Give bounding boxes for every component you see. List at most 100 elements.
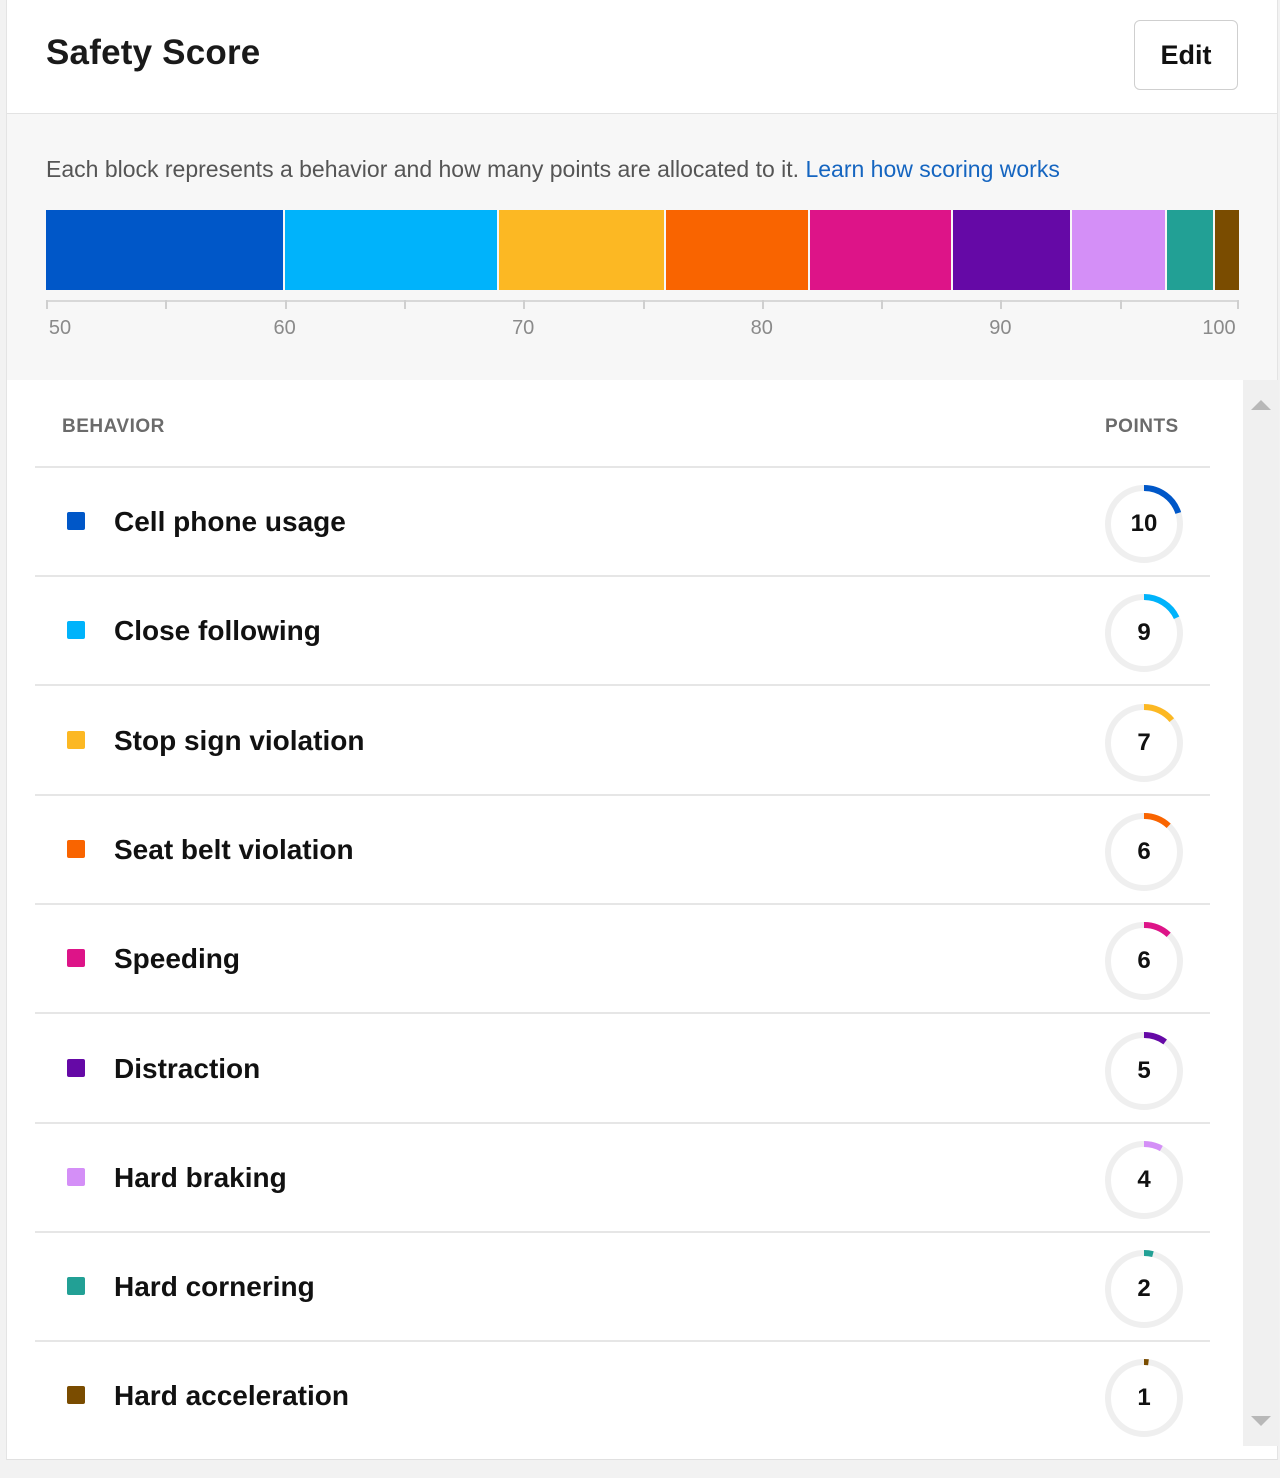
- column-header-points: POINTS: [1105, 416, 1179, 437]
- table-row: Hard cornering 2: [35, 1233, 1210, 1343]
- points-ring: 4: [1102, 1138, 1186, 1222]
- behavior-label: Hard cornering: [114, 1271, 315, 1303]
- points-ring: 10: [1102, 482, 1186, 566]
- axis-tick: [46, 300, 48, 309]
- points-ring: 6: [1102, 810, 1186, 894]
- axis-minor-tick: [403, 300, 406, 309]
- ring-progress: [1105, 594, 1183, 673]
- behavior-color-swatch: [67, 839, 85, 858]
- bar-segment: [284, 210, 500, 290]
- table-row: Seat belt violation 6: [35, 796, 1210, 905]
- points-ring: 7: [1102, 701, 1186, 785]
- behavior-color-swatch: [67, 1277, 85, 1296]
- card-header: Safety Score Edit: [7, 0, 1277, 114]
- points-ring-icon: [1105, 1031, 1183, 1110]
- bar-segment: [952, 210, 1072, 290]
- header-divider: [35, 466, 1210, 468]
- axis-tick: [1237, 300, 1239, 309]
- points-ring: 5: [1102, 1029, 1186, 1113]
- points-ring-icon: [1105, 812, 1183, 891]
- axis-tick-label: 80: [750, 317, 773, 339]
- points-ring: 9: [1102, 591, 1186, 675]
- table-row: Hard acceleration 1: [35, 1342, 1210, 1451]
- score-breakdown-panel: Each block represents a behavior and how…: [7, 114, 1277, 380]
- table-row: Speeding 6: [35, 905, 1210, 1015]
- table-row: Distraction 5: [35, 1015, 1210, 1124]
- behavior-color-swatch: [67, 1167, 85, 1186]
- axis-tick: [284, 300, 287, 309]
- page-title: Safety Score: [46, 33, 261, 72]
- table-row: Hard braking 4: [35, 1124, 1210, 1233]
- points-ring: 6: [1102, 919, 1186, 1003]
- points-value: 1: [1137, 1384, 1151, 1412]
- behavior-points-bar: [46, 210, 1239, 290]
- points-axis: 50 60 70 80 90 100: [46, 300, 1239, 350]
- axis-minor-tick: [881, 300, 884, 309]
- points-value: 2: [1137, 1275, 1151, 1303]
- ring-progress: [1105, 1031, 1183, 1110]
- points-ring-icon: [1105, 1359, 1183, 1438]
- points-value: 6: [1137, 837, 1151, 865]
- behavior-color-swatch: [67, 621, 85, 640]
- points-ring-icon: [1105, 922, 1183, 1001]
- edit-button[interactable]: Edit: [1134, 20, 1238, 90]
- axis-tick-label: 60: [273, 317, 296, 339]
- points-value: 4: [1137, 1165, 1151, 1193]
- points-ring-icon: [1105, 485, 1183, 563]
- safety-score-card: Safety Score Edit Each block represents …: [6, 0, 1279, 1460]
- behavior-label: Distraction: [114, 1052, 261, 1084]
- behavior-table: BEHAVIOR POINTS Cell phone usage 10 Close …: [7, 380, 1237, 1460]
- bar-segment: [46, 210, 285, 290]
- table-row: Cell phone usage 10: [35, 468, 1210, 577]
- ring-progress: [1105, 1140, 1183, 1219]
- axis-tick-label: 90: [989, 317, 1012, 339]
- points-value: 6: [1137, 947, 1151, 975]
- learn-scoring-link[interactable]: Learn how scoring works: [805, 156, 1060, 182]
- bar-segment: [1215, 210, 1239, 290]
- scrollbar[interactable]: [1243, 380, 1279, 1446]
- table-row: Close following 9: [35, 577, 1210, 687]
- scroll-down-arrow-icon[interactable]: [1251, 1416, 1271, 1426]
- behavior-color-swatch: [67, 512, 85, 530]
- axis-minor-tick: [642, 300, 645, 309]
- behavior-label: Hard braking: [114, 1161, 287, 1193]
- axis-tick: [761, 300, 764, 309]
- behavior-label: Stop sign violation: [114, 724, 365, 756]
- points-ring: 2: [1102, 1247, 1186, 1331]
- ring-progress: [1105, 485, 1183, 563]
- breakdown-description: Each block represents a behavior and how…: [46, 156, 1060, 183]
- points-ring-icon: [1105, 1140, 1183, 1219]
- behavior-color-swatch: [67, 949, 85, 968]
- axis-tick-label: 100: [1202, 317, 1236, 339]
- ring-progress: [1105, 1250, 1183, 1329]
- bar-segment: [1071, 210, 1168, 290]
- bar-segment: [809, 210, 953, 290]
- behavior-label: Cell phone usage: [114, 506, 346, 537]
- bar-segment: [1167, 210, 1216, 290]
- points-ring-icon: [1105, 1250, 1183, 1329]
- ring-progress: [1105, 703, 1183, 782]
- points-ring-icon: [1105, 703, 1183, 782]
- behavior-color-swatch: [67, 730, 85, 749]
- axis-minor-tick: [1119, 300, 1122, 309]
- axis-tick-label: 70: [512, 317, 535, 339]
- axis-tick: [523, 300, 526, 309]
- behavior-color-swatch: [67, 1386, 85, 1405]
- points-value: 10: [1130, 510, 1158, 537]
- axis-tick-label: 50: [48, 317, 72, 339]
- bar-segment: [666, 210, 810, 290]
- behavior-color-swatch: [67, 1058, 85, 1077]
- bar-segment: [499, 210, 667, 290]
- points-ring: 1: [1102, 1356, 1186, 1440]
- table-row: Stop sign violation 7: [35, 687, 1210, 796]
- behavior-label: Close following: [114, 615, 321, 647]
- axis-tick: [1000, 300, 1003, 309]
- points-value: 9: [1137, 619, 1151, 647]
- points-value: 5: [1137, 1056, 1151, 1084]
- column-header-behavior: BEHAVIOR: [62, 416, 165, 437]
- points-value: 7: [1137, 728, 1151, 756]
- points-ring-icon: [1105, 594, 1183, 673]
- ring-progress: [1105, 812, 1183, 891]
- behavior-label: Hard acceleration: [114, 1380, 349, 1412]
- scroll-up-arrow-icon[interactable]: [1251, 400, 1271, 410]
